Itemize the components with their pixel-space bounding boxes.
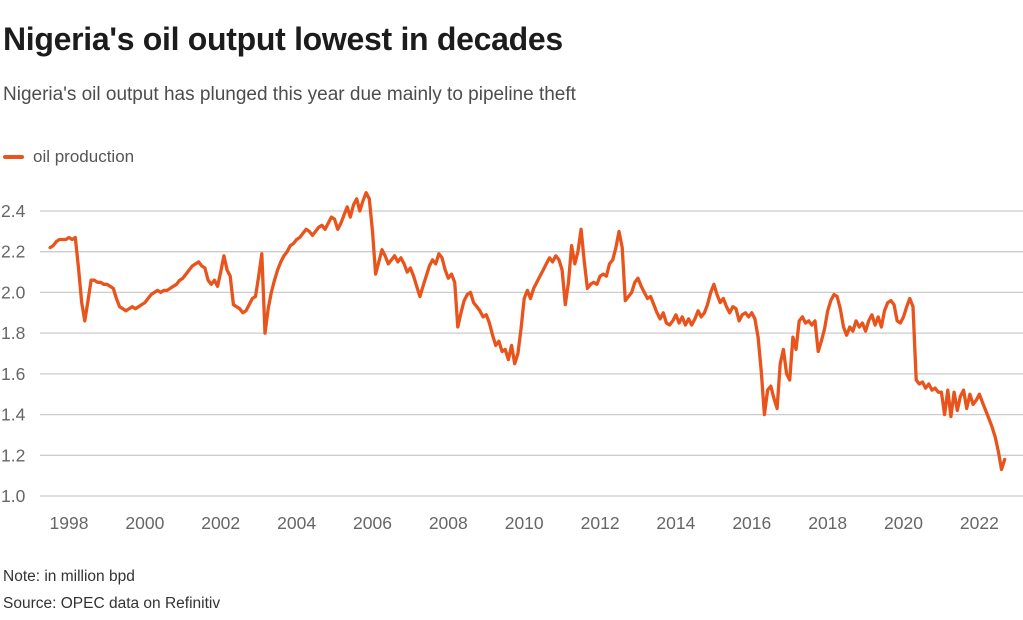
note-text: Note: in million bpd bbox=[3, 568, 135, 585]
x-axis-tick-label: 2004 bbox=[277, 513, 316, 533]
x-axis-tick-label: 2000 bbox=[125, 513, 164, 533]
x-axis-tick-label: 1998 bbox=[50, 513, 89, 533]
y-axis-tick-label: 1.8 bbox=[1, 323, 25, 343]
x-axis-tick-label: 2002 bbox=[201, 513, 240, 533]
x-axis-tick-label: 2016 bbox=[732, 513, 771, 533]
y-axis-tick-label: 1.4 bbox=[1, 405, 26, 425]
x-axis-tick-label: 2020 bbox=[884, 513, 923, 533]
legend: oil production bbox=[3, 147, 134, 167]
legend-label: oil production bbox=[33, 147, 135, 166]
legend-line-swatch-icon bbox=[3, 154, 24, 160]
y-axis-tick-label: 1.2 bbox=[1, 445, 25, 465]
y-axis-tick-label: 1.0 bbox=[1, 486, 26, 506]
x-axis-tick-label: 2012 bbox=[581, 513, 620, 533]
oil-production-series-line bbox=[48, 191, 1007, 472]
x-axis-tick-label: 2008 bbox=[429, 513, 468, 533]
source-text: Source: OPEC data on Refinitiv bbox=[3, 595, 221, 612]
x-axis-tick-label: 2018 bbox=[808, 513, 847, 533]
y-axis-tick-label: 1.6 bbox=[1, 364, 25, 384]
x-axis-tick-label: 2022 bbox=[960, 513, 999, 533]
y-axis-tick-label: 2.4 bbox=[1, 201, 26, 221]
y-axis-tick-label: 2.2 bbox=[1, 242, 25, 262]
x-axis-tick-label: 2010 bbox=[505, 513, 544, 533]
y-axis-tick-label: 2.0 bbox=[1, 282, 26, 302]
x-axis-tick-label: 2014 bbox=[656, 513, 695, 533]
x-axis-tick-label: 2006 bbox=[353, 513, 392, 533]
page-subtitle: Nigeria's oil output has plunged this ye… bbox=[3, 84, 576, 105]
page-title: Nigeria's oil output lowest in decades bbox=[3, 21, 563, 57]
